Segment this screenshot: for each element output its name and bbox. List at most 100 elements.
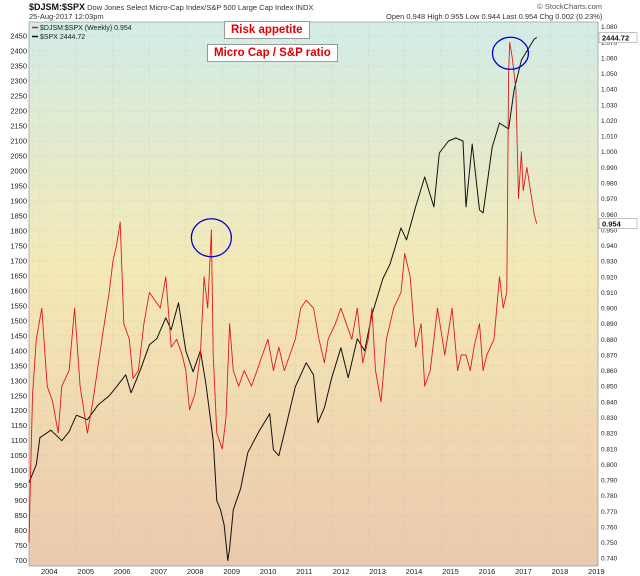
right-axis-tick-label: 0.970: [601, 196, 618, 203]
right-axis-tick-label: 0.790: [601, 478, 618, 485]
left-axis-tick-label: 1500: [10, 316, 27, 325]
x-axis-tick-label: 2014: [406, 567, 423, 576]
right-axis-tick-label: 0.740: [601, 556, 618, 563]
right-axis-tick-label: 1.000: [601, 149, 618, 156]
left-axis-tick-label: 800: [14, 526, 27, 535]
ticker-description: Dow Jones Select Micro-Cap Index/S&P 500…: [87, 3, 294, 12]
right-axis-tick-label: 1.060: [601, 55, 618, 62]
right-axis-tick-label: 0.750: [601, 540, 618, 547]
x-axis-tick-label: 2019: [588, 567, 605, 576]
x-axis-tick-label: 2009: [223, 567, 240, 576]
left-axis-tick-label: 2450: [10, 32, 27, 41]
right-axis-tick-label: 1.070: [601, 40, 618, 47]
left-axis-tick-label: 1650: [10, 271, 27, 280]
left-axis-tick-label: 750: [14, 541, 27, 550]
last-value-spx-box: [598, 32, 638, 43]
x-axis-tick-label: 2018: [552, 567, 569, 576]
highlight-circle-2008: [190, 218, 233, 258]
right-axis-tick-label: 0.880: [601, 337, 618, 344]
left-axis-tick-label: 2350: [10, 62, 27, 71]
left-axis-tick-label: 1750: [10, 241, 27, 250]
x-axis-tick-label: 2004: [41, 567, 58, 576]
right-axis-tick-label: 0.860: [601, 368, 618, 375]
right-axis-tick-label: 0.940: [601, 243, 618, 250]
right-axis-tick-label: 1.020: [601, 118, 618, 125]
left-axis-tick-label: 1100: [11, 436, 27, 445]
left-axis-tick-label: 1250: [10, 391, 27, 400]
left-axis-tick-label: 1700: [10, 256, 27, 265]
left-axis-tick-label: 2400: [10, 47, 27, 56]
x-axis-tick-label: 2016: [479, 567, 496, 576]
right-axis-tick-label: 0.980: [601, 181, 618, 188]
right-axis-tick-label: 0.820: [601, 431, 618, 438]
right-axis-tick-label: 0.810: [601, 446, 618, 453]
x-axis-tick-label: 2013: [369, 567, 386, 576]
right-axis-tick-label: 0.900: [601, 306, 618, 313]
highlight-circle-2016: [491, 36, 530, 70]
right-axis-tick-label: 0.890: [601, 321, 618, 328]
right-axis-tick-label: 0.840: [601, 399, 618, 406]
right-axis-tick-label: 0.770: [601, 509, 618, 516]
legend-entry: $SPX 2444.72: [40, 34, 85, 41]
watermark: © StockCharts.com: [537, 2, 602, 11]
right-axis-tick-label: 0.960: [601, 212, 618, 219]
left-axis-tick-label: 2000: [10, 166, 27, 175]
left-axis-tick-label: 1600: [10, 286, 27, 295]
left-axis-tick-label: 900: [14, 496, 27, 505]
right-axis-tick-label: 0.950: [601, 227, 618, 234]
right-axis-tick-label: 1.010: [601, 134, 618, 141]
left-axis-tick-label: 700: [14, 556, 27, 565]
chart-header: $DJSM:$SPX Dow Jones Select Micro-Cap In…: [29, 2, 313, 12]
right-axis-tick-label: 0.910: [601, 290, 618, 297]
right-axis-tick-label: 0.850: [601, 384, 618, 391]
x-axis-tick-label: 2012: [333, 567, 350, 576]
x-axis-tick-label: 2015: [442, 567, 459, 576]
legend-entry: $DJSM:$SPX (Weekly) 0.954: [40, 25, 132, 32]
left-axis-tick-label: 2150: [10, 122, 27, 131]
left-axis-tick-label: 1850: [10, 211, 27, 220]
annotation-ratio-label: Micro Cap / S&P ratio: [207, 44, 338, 62]
left-axis-tick-label: 850: [14, 511, 27, 520]
left-axis-tick-label: 1000: [10, 466, 27, 475]
index-tag: INDX: [295, 3, 314, 12]
plot-area: [28, 21, 599, 567]
last-value-ratio-box: [598, 218, 638, 229]
left-axis-tick-label: 1150: [11, 421, 27, 430]
annotation-risk-appetite: Risk appetite: [224, 21, 310, 39]
right-axis-tick-label: 0.870: [601, 352, 618, 359]
left-axis-tick-label: 2300: [10, 77, 27, 86]
left-axis-tick-label: 2250: [10, 92, 27, 101]
left-axis-tick-label: 1900: [10, 196, 27, 205]
left-axis-tick-label: 1200: [10, 406, 27, 415]
x-axis-tick-label: 2005: [77, 567, 94, 576]
last-value-ratio: 0.954: [602, 220, 622, 229]
right-axis-tick-label: 0.830: [601, 415, 618, 422]
left-axis-tick-label: 1400: [10, 346, 27, 355]
right-axis-tick-label: 1.080: [601, 24, 618, 31]
left-axis-tick-label: 1300: [10, 376, 27, 385]
left-axis-tick-label: 2100: [10, 136, 27, 145]
right-axis-tick-label: 1.050: [601, 71, 618, 78]
left-axis-tick-label: 1950: [10, 181, 27, 190]
right-axis-tick-label: 0.760: [601, 524, 618, 531]
x-axis-tick-label: 2017: [515, 567, 532, 576]
left-axis-tick-label: 1350: [10, 361, 27, 370]
left-axis-tick-label: 1550: [10, 301, 27, 310]
series-line-spx: [28, 37, 537, 562]
quote-line: Open 0.948 High 0.955 Low 0.944 Last 0.9…: [386, 12, 603, 21]
ticker-symbol: $DJSM:$SPX: [29, 2, 86, 12]
left-axis-tick-label: 1450: [10, 331, 27, 340]
left-axis-tick-label: 1800: [10, 226, 27, 235]
left-axis-tick-label: 2200: [10, 107, 27, 116]
right-axis-tick-label: 0.800: [601, 462, 618, 469]
right-axis-tick-label: 0.990: [601, 165, 618, 172]
x-axis-tick-label: 2007: [150, 567, 167, 576]
right-axis-tick-label: 0.920: [601, 274, 618, 281]
left-axis-tick-label: 950: [14, 481, 27, 490]
left-axis-tick-label: 2050: [10, 151, 27, 160]
x-axis-tick-label: 2008: [187, 567, 204, 576]
left-axis-tick-label: 1050: [10, 451, 27, 460]
x-axis-tick-label: 2010: [260, 567, 277, 576]
